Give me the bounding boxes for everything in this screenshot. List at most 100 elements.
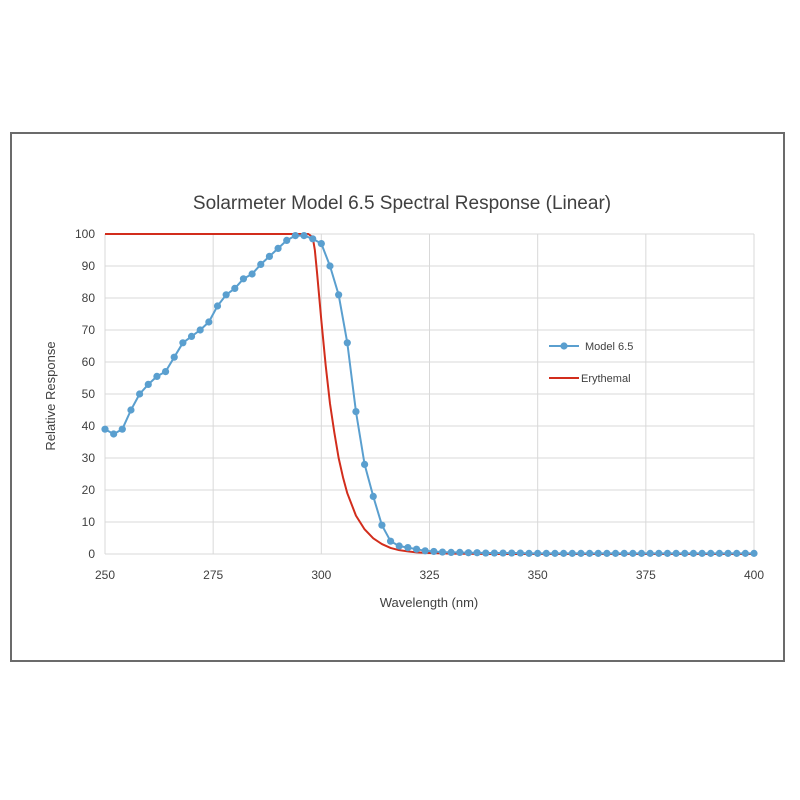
data-point-model-6-5 bbox=[655, 549, 663, 557]
data-point-model-6-5 bbox=[300, 232, 308, 240]
data-point-model-6-5 bbox=[430, 547, 438, 556]
series-lines bbox=[101, 232, 758, 557]
data-point-model-6-5 bbox=[490, 549, 498, 557]
data-point-model-6-5 bbox=[438, 548, 447, 556]
data-point-model-6-5 bbox=[144, 380, 152, 388]
data-point-model-6-5 bbox=[283, 236, 291, 244]
data-point-model-6-5 bbox=[707, 549, 715, 557]
y-tick-label: 10 bbox=[82, 515, 96, 529]
data-point-model-6-5 bbox=[361, 460, 369, 468]
y-tick-label: 70 bbox=[82, 323, 96, 337]
data-point-model-6-5 bbox=[698, 549, 706, 557]
legend-model-label: Model 6.5 bbox=[585, 341, 633, 353]
data-point-model-6-5 bbox=[412, 545, 421, 553]
data-point-model-6-5 bbox=[733, 549, 741, 557]
y-tick-label: 100 bbox=[75, 227, 95, 241]
data-point-model-6-5 bbox=[577, 549, 585, 557]
data-point-model-6-5 bbox=[326, 262, 334, 270]
data-point-model-6-5 bbox=[603, 549, 611, 557]
x-tick-label: 300 bbox=[311, 568, 331, 582]
data-point-model-6-5 bbox=[101, 425, 109, 433]
data-point-model-6-5 bbox=[421, 547, 429, 555]
x-tick-label: 325 bbox=[419, 568, 439, 582]
y-tick-label: 30 bbox=[82, 451, 96, 465]
data-point-model-6-5 bbox=[464, 549, 473, 557]
y-tick-label: 90 bbox=[82, 259, 96, 273]
x-axis-label: Wavelength (nm) bbox=[380, 595, 479, 610]
data-point-model-6-5 bbox=[516, 549, 524, 557]
data-point-model-6-5 bbox=[594, 549, 602, 557]
legend: Model 6.5 Erythemal bbox=[549, 341, 633, 385]
data-point-model-6-5 bbox=[663, 549, 672, 557]
data-point-model-6-5 bbox=[291, 232, 299, 240]
x-tick-label: 375 bbox=[636, 568, 656, 582]
y-axis-label: Relative Response bbox=[43, 341, 58, 450]
data-point-model-6-5 bbox=[542, 549, 550, 557]
data-point-model-6-5 bbox=[611, 549, 620, 557]
data-point-model-6-5 bbox=[378, 521, 386, 529]
data-point-model-6-5 bbox=[213, 302, 222, 310]
data-point-model-6-5 bbox=[715, 549, 723, 557]
data-point-model-6-5 bbox=[248, 270, 256, 278]
data-point-model-6-5 bbox=[239, 275, 248, 283]
legend-erythemal-label: Erythemal bbox=[581, 373, 631, 385]
data-point-model-6-5 bbox=[637, 549, 646, 557]
data-point-model-6-5 bbox=[222, 291, 230, 299]
data-point-model-6-5 bbox=[110, 430, 118, 438]
data-point-model-6-5 bbox=[456, 548, 464, 556]
data-point-model-6-5 bbox=[534, 549, 542, 557]
data-point-model-6-5 bbox=[136, 390, 144, 398]
data-point-model-6-5 bbox=[317, 240, 325, 248]
data-point-model-6-5 bbox=[274, 244, 282, 252]
x-tick-label: 400 bbox=[744, 568, 764, 582]
series-line-model-6-5 bbox=[104, 234, 754, 555]
data-point-model-6-5 bbox=[750, 549, 758, 557]
data-point-model-6-5 bbox=[170, 353, 178, 361]
x-tick-label: 350 bbox=[528, 568, 548, 582]
gridlines bbox=[104, 233, 755, 555]
y-tick-label: 20 bbox=[82, 483, 96, 497]
data-point-model-6-5 bbox=[646, 549, 654, 557]
y-tick-label: 50 bbox=[82, 387, 96, 401]
spectral-response-chart: Solarmeter Model 6.5 Spectral Response (… bbox=[43, 193, 764, 610]
data-point-model-6-5 bbox=[386, 537, 395, 545]
data-point-model-6-5 bbox=[560, 549, 568, 557]
data-point-model-6-5 bbox=[395, 542, 403, 550]
data-point-model-6-5 bbox=[257, 260, 265, 268]
data-point-model-6-5 bbox=[343, 339, 351, 347]
data-point-model-6-5 bbox=[196, 326, 204, 334]
data-point-model-6-5 bbox=[447, 548, 455, 556]
data-point-model-6-5 bbox=[672, 549, 680, 557]
data-point-model-6-5 bbox=[620, 549, 628, 557]
chart-title: Solarmeter Model 6.5 Spectral Response (… bbox=[193, 193, 611, 214]
data-point-model-6-5 bbox=[309, 235, 317, 243]
x-tick-label: 275 bbox=[203, 568, 223, 582]
data-point-model-6-5 bbox=[551, 549, 559, 557]
data-point-model-6-5 bbox=[153, 372, 161, 380]
data-point-model-6-5 bbox=[741, 549, 749, 557]
data-point-model-6-5 bbox=[231, 284, 239, 292]
data-point-model-6-5 bbox=[187, 332, 196, 340]
y-tick-label: 0 bbox=[88, 547, 95, 561]
data-point-model-6-5 bbox=[127, 406, 135, 414]
y-tick-label: 80 bbox=[82, 291, 96, 305]
data-point-model-6-5 bbox=[161, 368, 170, 376]
data-point-model-6-5 bbox=[525, 549, 533, 557]
legend-model-marker bbox=[560, 342, 568, 350]
data-point-model-6-5 bbox=[724, 549, 732, 557]
data-point-model-6-5 bbox=[369, 492, 377, 500]
chart-frame: Solarmeter Model 6.5 Spectral Response (… bbox=[10, 132, 785, 662]
data-point-model-6-5 bbox=[265, 252, 274, 260]
tick-labels: 0 10 20 30 40 50 60 70 80 90 100 250 275 300 325 350 375… bbox=[75, 227, 764, 582]
data-point-model-6-5 bbox=[689, 549, 698, 557]
x-tick-label: 250 bbox=[95, 568, 115, 582]
data-point-model-6-5 bbox=[568, 549, 576, 557]
data-point-model-6-5 bbox=[335, 291, 343, 299]
data-point-model-6-5 bbox=[352, 408, 360, 416]
data-point-model-6-5 bbox=[179, 339, 187, 347]
data-point-model-6-5 bbox=[205, 318, 213, 326]
data-point-model-6-5 bbox=[681, 549, 689, 557]
data-point-model-6-5 bbox=[404, 544, 412, 552]
data-point-model-6-5 bbox=[482, 549, 490, 557]
data-point-model-6-5 bbox=[629, 549, 637, 557]
